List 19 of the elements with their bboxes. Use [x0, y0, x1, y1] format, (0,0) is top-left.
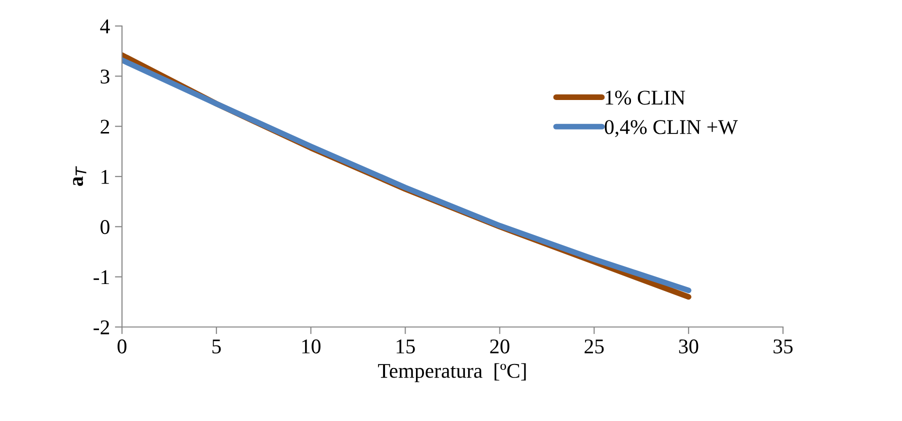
- y-tick-label: 2: [100, 120, 110, 134]
- y-tick-label: 3: [100, 70, 110, 84]
- x-tick-label: 30: [679, 339, 698, 354]
- y-tick-label: -2: [94, 320, 110, 334]
- y-tick-label: -1: [94, 270, 109, 284]
- x-tick-label: 5: [212, 340, 221, 354]
- y-tick-label: 0: [100, 220, 110, 234]
- x-tick-label: 15: [396, 340, 415, 354]
- legend-label: 1% CLIN: [606, 90, 686, 105]
- legend-label: 0,4% CLIN +W: [604, 120, 738, 138]
- y-tick-label: 1: [102, 170, 109, 184]
- y-axis-title: a$_{T}$: [73, 166, 86, 186]
- x-tick-label: 35: [774, 339, 793, 354]
- y-tick-label: 4: [100, 20, 110, 34]
- x-tick-label: 0: [118, 339, 126, 354]
- x-tick-label: 10: [302, 339, 320, 354]
- x-tick-label: 25: [584, 339, 604, 354]
- x-tick-label: 20: [490, 339, 510, 354]
- x-axis-title: Temperatura [ºC]: [378, 363, 526, 382]
